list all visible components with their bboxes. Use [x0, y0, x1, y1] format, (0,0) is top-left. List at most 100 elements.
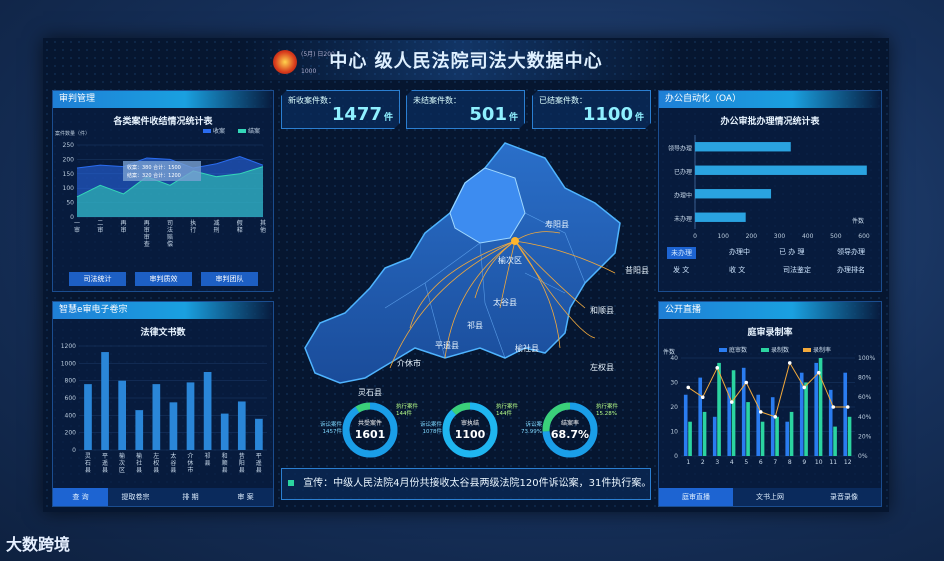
live-trial-button[interactable]: 庭审直播	[659, 488, 733, 506]
legend-swatch	[238, 129, 246, 133]
map-label-taigu: 太谷县	[493, 297, 517, 307]
x-tick-label: 社	[136, 459, 142, 467]
bar-录制数	[847, 416, 852, 456]
panel-header[interactable]: 办公自动化（OA）	[659, 91, 881, 108]
y2-tick-label: 40%	[858, 414, 872, 421]
stat-value: 501 件	[469, 104, 518, 125]
x-tick-label: 11	[829, 459, 837, 466]
unit-label: 件数	[852, 217, 864, 225]
review-case-button[interactable]: 审 案	[237, 493, 254, 501]
map-highlight-yuci[interactable]	[449, 167, 526, 244]
x-tick-label: 法	[167, 226, 173, 234]
donut-left-label: 诉讼案件	[420, 420, 443, 428]
bar	[135, 410, 144, 450]
extract-dossier-button[interactable]: 提取卷宗	[121, 493, 150, 501]
docs-online-button[interactable]: 文书上网	[756, 493, 784, 501]
oa-btn-unprocessed[interactable]: 未办理	[667, 247, 696, 259]
x-tick-label: 偿	[167, 240, 173, 248]
schedule-button[interactable]: 排 期	[182, 493, 199, 501]
y-tick-label: 20	[670, 404, 678, 411]
tooltip-text: 结案：320 合计：1200	[127, 172, 181, 179]
donut-center-value: 68.7%	[551, 428, 589, 441]
chart-title: 各类案件收结情况统计表	[113, 117, 213, 127]
panel-header[interactable]: 公开直播	[659, 302, 881, 319]
oa-btn-dispatch[interactable]: 发 文	[673, 266, 690, 274]
series-line-收案	[76, 155, 264, 169]
x-tick-label: 他	[260, 226, 266, 234]
y-tick-label: 100	[63, 185, 75, 192]
map-label-heshun: 和顺县	[590, 306, 614, 315]
oa-btn-receive[interactable]: 收 文	[729, 266, 746, 274]
bar	[255, 418, 263, 450]
bar	[101, 352, 109, 450]
bar	[220, 413, 229, 450]
x-tick-label: 再	[144, 220, 150, 227]
oa-btn-leader[interactable]: 领导办理	[837, 248, 865, 256]
panel-header[interactable]: 智慧e审电子卷宗	[53, 302, 273, 319]
series-line-结案	[76, 166, 264, 198]
bar-庭审数	[756, 394, 761, 456]
rate-point	[773, 415, 778, 419]
trial-team-button[interactable]: 审判团队	[201, 272, 258, 286]
stat-value: 1477 件	[331, 104, 393, 125]
y-tick-label: 200	[65, 430, 77, 437]
donut-right-label: 执行案件	[596, 402, 619, 410]
judicial-stats-button[interactable]: 司法统计	[69, 272, 126, 286]
map-label-yuci: 榆次区	[498, 255, 522, 265]
donut-left-label: 73.99%	[521, 429, 542, 435]
x-tick-label: 600	[858, 233, 870, 240]
x-tick-label: 县	[170, 467, 176, 474]
legend-label: 收案	[213, 127, 225, 135]
y-tick-label: 40	[670, 355, 678, 362]
x-tick-label: 市	[187, 466, 193, 474]
x-tick-label: 2	[701, 459, 705, 466]
bar-庭审数	[799, 372, 804, 456]
map-label-shouyang: 寿阳县	[545, 219, 569, 229]
rate-point	[729, 400, 734, 404]
map-center-point[interactable]	[511, 237, 519, 245]
bar	[237, 401, 246, 450]
ticker-dot-icon	[288, 480, 294, 486]
bar-录制数	[775, 416, 779, 456]
recording-button[interactable]: 录音录像	[830, 493, 858, 501]
oa-btn-appraisal[interactable]: 司法鉴定	[783, 266, 811, 274]
tooltip-text: 收案：380 合计：1500	[127, 164, 181, 171]
stat-new-cases: 新收案件数： 1477 件	[281, 90, 400, 129]
y2-tick-label: 20%	[858, 433, 872, 440]
oa-btn-processed[interactable]: 已 办 理	[779, 248, 805, 256]
y-tick-label: 200	[63, 156, 75, 163]
court-emblem-icon	[273, 50, 297, 74]
x-tick-label: 祁	[205, 452, 211, 460]
y-tick-label: 800	[65, 378, 77, 385]
donut-center-value: 1100	[455, 428, 486, 441]
watermark-logo: 大数跨境	[6, 535, 71, 554]
rate-point	[686, 385, 691, 390]
x-tick-label: 昔	[239, 453, 245, 460]
x-tick-label: 12	[844, 459, 852, 466]
x-tick-label: 300	[774, 233, 786, 240]
y-tick-label: 150	[63, 171, 75, 178]
y2-tick-label: 100%	[858, 355, 875, 362]
trial-quality-button[interactable]: 审判质效	[135, 272, 192, 286]
oa-btn-ranking[interactable]: 办理排名	[837, 266, 865, 274]
map-label-xiyang: 昔阳县	[625, 266, 649, 275]
donut-left-label: 诉讼案件	[320, 420, 343, 428]
x-tick-label: 查	[144, 240, 150, 248]
map-label-zuoquan: 左权县	[590, 362, 614, 372]
stat-label: 未结案件数：	[413, 96, 461, 105]
legend-label: 结案	[248, 127, 260, 135]
x-tick-label: 次	[119, 459, 125, 467]
donut-center-label: 审执结	[461, 419, 479, 427]
donut-left-label: 1457件	[323, 427, 343, 435]
donut-left-label: 诉讼案	[525, 420, 542, 428]
query-button[interactable]: 查 询	[53, 488, 108, 506]
x-tick-label: 县	[239, 467, 245, 474]
x-tick-label: 9	[802, 459, 806, 466]
tooltip-box	[123, 161, 201, 181]
oa-btn-processing[interactable]: 办理中	[729, 248, 750, 256]
x-tick-label: 灵	[85, 453, 91, 460]
bar	[695, 142, 791, 152]
panel-header[interactable]: 审判管理	[53, 91, 273, 108]
